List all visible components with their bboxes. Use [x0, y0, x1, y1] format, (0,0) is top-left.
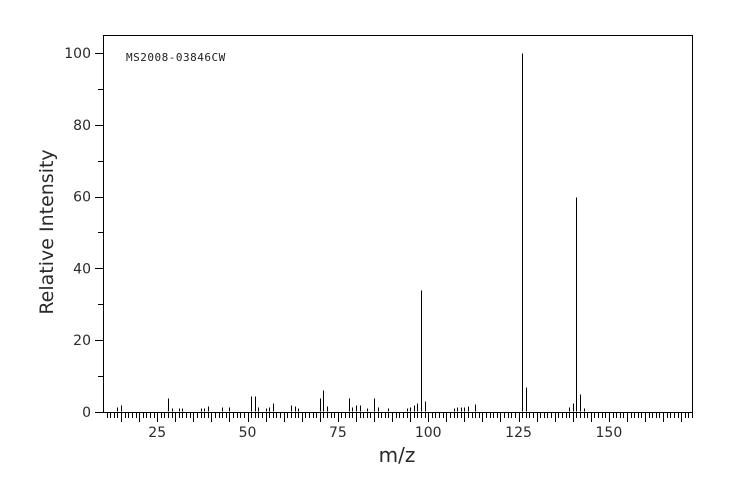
- x-tick-label: 150: [596, 425, 623, 441]
- x-tick-label: 75: [329, 425, 347, 441]
- y-tick-label: 80: [73, 118, 91, 134]
- x-tick-label: 125: [505, 425, 532, 441]
- y-tick-label: 0: [82, 405, 91, 421]
- x-tick-label: 25: [148, 425, 166, 441]
- y-tick-label: 60: [73, 190, 91, 206]
- y-tick-label: 40: [73, 261, 91, 277]
- plot-border: [103, 35, 693, 413]
- spectrum-id-label: MS2008-03846CW: [126, 51, 226, 64]
- y-axis-title: Relative Intensity: [36, 149, 58, 315]
- x-tick-label: 50: [239, 425, 257, 441]
- x-tick-label: 100: [415, 425, 442, 441]
- y-tick-label: 20: [73, 333, 91, 349]
- y-tick-label: 100: [64, 46, 91, 62]
- x-axis-title: m/z: [378, 443, 416, 467]
